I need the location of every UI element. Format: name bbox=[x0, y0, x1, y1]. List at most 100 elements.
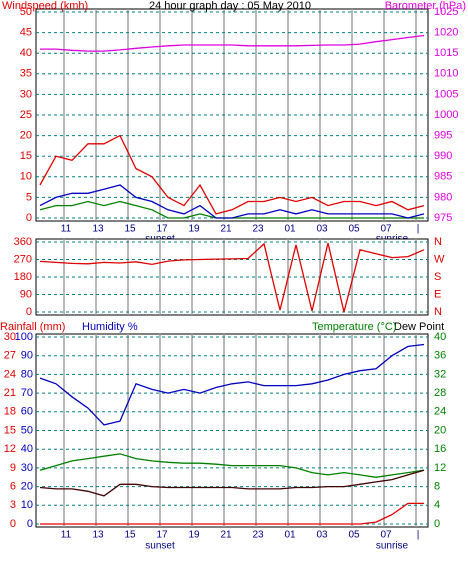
y2-tick-label: 975 bbox=[434, 212, 452, 224]
y-tick-label: 10 bbox=[20, 171, 32, 183]
y-tick-label: 25 bbox=[20, 109, 32, 121]
y-tick-label: 20 bbox=[20, 130, 32, 142]
y-tick-label: 360 bbox=[14, 236, 32, 248]
y2-tick-label: 1010 bbox=[434, 68, 458, 80]
x-tick-label: 01 bbox=[284, 530, 296, 541]
y-tick-label: 60 bbox=[21, 406, 33, 418]
y3-tick-label: 30 bbox=[4, 331, 16, 343]
x-tick-label: 11 bbox=[61, 224, 72, 235]
y2-tick-label: 1025 bbox=[434, 6, 458, 18]
series-line bbox=[39, 453, 425, 478]
y-tick-label: 10 bbox=[21, 499, 33, 511]
y-tick-label: 20 bbox=[21, 481, 33, 493]
x-tick-label: 15 bbox=[124, 530, 136, 541]
y-tick-label: 270 bbox=[14, 253, 32, 265]
y-tick-label: 90 bbox=[21, 350, 33, 362]
y2-tick-label: N bbox=[434, 306, 442, 318]
y-tick-label: 100 bbox=[15, 331, 33, 343]
y2-tick-label: 4 bbox=[434, 499, 440, 511]
y-tick-label: 30 bbox=[21, 462, 33, 474]
y-axis-title: Windspeed (kmh) bbox=[2, 0, 88, 12]
y2-tick-label: 0 bbox=[434, 518, 440, 530]
annotation: sunset bbox=[145, 541, 175, 552]
series-line bbox=[39, 242, 425, 313]
y3-tick-label: 0 bbox=[10, 518, 16, 530]
y3-tick-label: 3 bbox=[10, 499, 16, 511]
x-tick-label: 07 bbox=[380, 530, 392, 541]
y3-tick-label: 9 bbox=[10, 462, 16, 474]
plot-area bbox=[35, 8, 429, 222]
y2-tick-label: 1015 bbox=[434, 47, 458, 59]
y2-tick-label: 1005 bbox=[434, 88, 458, 100]
x-tick-label: 03 bbox=[316, 224, 328, 235]
series-line bbox=[39, 134, 425, 215]
y-tick-label: 0 bbox=[27, 518, 33, 530]
y2-tick-label: 36 bbox=[434, 350, 446, 362]
x-tick-label: 11 bbox=[61, 530, 72, 541]
y3-tick-label: 15 bbox=[4, 424, 16, 436]
y-tick-label: 180 bbox=[14, 271, 32, 283]
y2-tick-label: 16 bbox=[434, 443, 446, 455]
x-tick-label: 17 bbox=[156, 224, 168, 235]
x-tick-label: 15 bbox=[124, 224, 136, 235]
x-tick-label: | bbox=[417, 224, 420, 235]
series-line bbox=[40, 34, 425, 52]
y-tick-label: 0 bbox=[26, 306, 32, 318]
y2-tick-label: 1000 bbox=[434, 109, 458, 121]
y2-tick-label: 8 bbox=[434, 481, 440, 493]
legend-label: Dew Point bbox=[394, 321, 444, 333]
x-tick-label: 21 bbox=[220, 530, 232, 541]
x-tick-label: 03 bbox=[316, 530, 328, 541]
y-tick-label: 80 bbox=[21, 368, 33, 380]
y3-axis-title: Rainfall (mm) bbox=[0, 321, 65, 333]
y2-tick-label: 1020 bbox=[434, 27, 458, 39]
y-tick-label: 40 bbox=[21, 443, 33, 455]
series-line bbox=[40, 502, 424, 525]
y2-tick-label: E bbox=[434, 288, 441, 300]
y-tick-label: 70 bbox=[21, 387, 33, 399]
y-tick-label: 50 bbox=[20, 6, 32, 18]
series-line bbox=[39, 469, 425, 497]
annotation: sunrise bbox=[376, 541, 409, 552]
y2-tick-label: 40 bbox=[434, 331, 446, 343]
y3-tick-label: 24 bbox=[4, 368, 16, 380]
y2-tick-label: 24 bbox=[434, 406, 446, 418]
y2-tick-label: 985 bbox=[434, 171, 452, 183]
series-line bbox=[39, 343, 425, 426]
y-tick-label: 0 bbox=[26, 212, 32, 224]
y2-tick-label: 990 bbox=[434, 150, 452, 162]
y-tick-label: 90 bbox=[20, 288, 32, 300]
y-axis-title: Humidity % bbox=[82, 321, 138, 333]
y2-tick-label: N bbox=[434, 236, 442, 248]
y3-tick-label: 27 bbox=[4, 350, 16, 362]
y2-tick-label: 32 bbox=[434, 368, 446, 380]
x-tick-label: 13 bbox=[92, 224, 104, 235]
x-tick-label: 23 bbox=[252, 224, 264, 235]
y-tick-label: 30 bbox=[20, 88, 32, 100]
y3-tick-label: 21 bbox=[4, 387, 16, 399]
y2-tick-label: W bbox=[434, 253, 445, 265]
plot-area bbox=[35, 333, 429, 528]
x-tick-label: 21 bbox=[220, 224, 232, 235]
y3-tick-label: 12 bbox=[4, 443, 16, 455]
x-tick-label: 23 bbox=[252, 530, 264, 541]
title: 24 hour graph day : 05 May 2010 bbox=[149, 0, 311, 12]
x-tick-label: 05 bbox=[348, 224, 360, 235]
y-tick-label: 35 bbox=[20, 68, 32, 80]
y2-axis-title: Temperature (°C) bbox=[312, 321, 396, 333]
y-tick-label: 50 bbox=[21, 424, 33, 436]
y2-tick-label: 980 bbox=[434, 191, 452, 203]
y2-tick-label: 995 bbox=[434, 130, 452, 142]
y2-tick-label: 28 bbox=[434, 387, 446, 399]
x-tick-label: | bbox=[417, 530, 420, 541]
y-tick-label: 5 bbox=[26, 191, 32, 203]
y-tick-label: 40 bbox=[20, 47, 32, 59]
y3-tick-label: 6 bbox=[10, 481, 16, 493]
y3-tick-label: 18 bbox=[4, 406, 16, 418]
y-tick-label: 45 bbox=[20, 27, 32, 39]
x-tick-label: 07 bbox=[380, 224, 392, 235]
x-tick-label: 01 bbox=[284, 224, 296, 235]
y-tick-label: 15 bbox=[20, 150, 32, 162]
x-tick-label: 19 bbox=[188, 224, 200, 235]
